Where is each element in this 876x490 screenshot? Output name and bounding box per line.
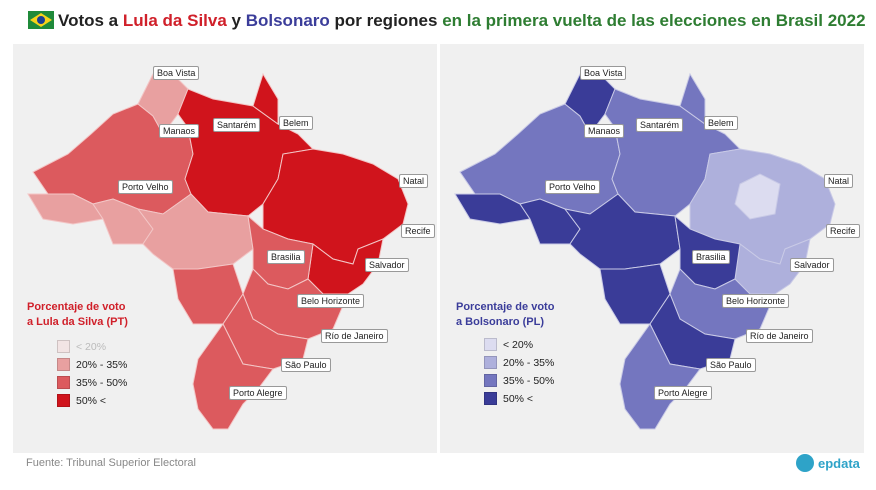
city-label: Santarém (636, 118, 684, 132)
city-label: Salvador (790, 258, 834, 272)
title-text-1: Votos a (58, 11, 123, 30)
bolsonaro-map-panel: Porcentaje de voto a Bolsonaro (PL) < 20… (440, 44, 864, 453)
lula-legend-title-text: Porcentaje de voto a Lula da Silva (PT) (27, 301, 128, 328)
lula-brazil-map (27, 72, 409, 430)
title-bolsonaro: Bolsonaro (245, 11, 330, 30)
legend-label: 20% - 35% (76, 358, 128, 371)
city-label: Boa Vista (153, 66, 200, 80)
epdata-logo-text: epdata (818, 455, 860, 471)
legend-swatch (484, 392, 497, 405)
city-label: Río de Janeiro (321, 329, 388, 343)
city-label: São Paulo (281, 358, 331, 372)
city-label: Belem (704, 116, 738, 130)
city-label: Porto Alegre (229, 386, 287, 400)
city-label: Manaos (584, 124, 625, 138)
title-lula: Lula da Silva (122, 11, 227, 30)
bolsonaro-legend-item: < 20% (484, 338, 533, 351)
bolsonaro-legend-title-text: Porcentaje de voto a Bolsonaro (PL) (456, 301, 555, 328)
legend-label: 50% < (503, 392, 534, 405)
bolsonaro-legend-item: 50% < (484, 392, 533, 405)
legend-swatch (57, 340, 70, 353)
lula-legend-item: 50% < (57, 394, 106, 407)
legend-swatch (484, 338, 497, 351)
city-label: Belo Horizonte (297, 294, 365, 308)
city-label: Boa Vista (580, 66, 627, 80)
lula-map-panel: Porcentaje de voto a Lula da Silva (PT) … (13, 44, 437, 453)
city-label: Porto Velho (118, 180, 173, 194)
lula-legend-title: Porcentaje de voto a Lula da Silva (PT) (27, 300, 128, 330)
city-label: Belo Horizonte (722, 294, 790, 308)
legend-label: 35% - 50% (76, 376, 128, 389)
legend-label: 50% < (76, 394, 107, 407)
legend-label: < 20% (503, 338, 534, 351)
brazil-flag-icon (28, 11, 54, 29)
lula-legend-item: 20% - 35% (57, 358, 127, 371)
source-note: Fuente: Tribunal Superior Electoral (26, 457, 196, 469)
legend-label: < 20% (76, 340, 107, 353)
legend-swatch (57, 376, 70, 389)
legend-swatch (57, 358, 70, 371)
city-label: Porto Alegre (654, 386, 712, 400)
city-label: Natal (824, 174, 854, 188)
city-label: Brasilia (267, 250, 305, 264)
city-label: Recife (826, 224, 860, 238)
legend-label: 35% - 50% (503, 374, 555, 387)
title-text-4: en la primera vuelta de las elecciones e… (442, 11, 866, 30)
city-label: Natal (399, 174, 429, 188)
city-label: Salvador (365, 258, 409, 272)
city-label: Río de Janeiro (746, 329, 813, 343)
legend-swatch (57, 394, 70, 407)
bolsonaro-legend-item: 35% - 50% (484, 374, 554, 387)
city-label: Brasilia (692, 250, 730, 264)
epdata-logo: epdata (796, 454, 860, 472)
city-label: Porto Velho (545, 180, 600, 194)
title-text-3: por regiones (329, 11, 443, 30)
legend-label: 20% - 35% (503, 356, 555, 369)
title-text-2: y (226, 11, 246, 30)
bolsonaro-legend-item: 20% - 35% (484, 356, 554, 369)
city-label: Recife (401, 224, 435, 238)
legend-swatch (484, 374, 497, 387)
lula-legend-item: 35% - 50% (57, 376, 127, 389)
lula-legend-item: < 20% (57, 340, 106, 353)
city-label: Belem (279, 116, 313, 130)
page-title: Votos a Lula da Silva y Bolsonaro por re… (58, 11, 866, 31)
city-label: São Paulo (706, 358, 756, 372)
city-label: Manaos (159, 124, 200, 138)
city-label: Santarém (213, 118, 261, 132)
epdata-logo-icon (796, 454, 814, 472)
legend-swatch (484, 356, 497, 369)
bolsonaro-legend-title: Porcentaje de voto a Bolsonaro (PL) (456, 300, 554, 330)
